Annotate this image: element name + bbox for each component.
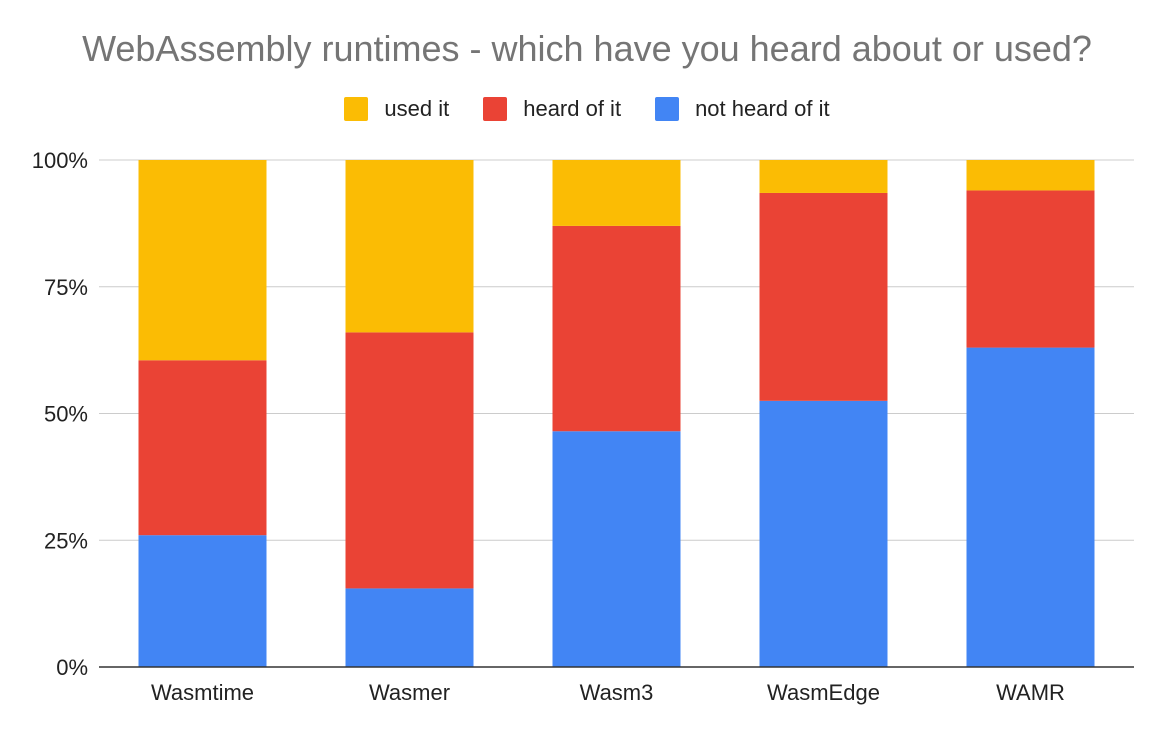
bar-wasmer-used-it	[345, 160, 474, 333]
bar-wasmer-not-heard-of-it	[345, 588, 474, 667]
bar-wasmtime-not-heard-of-it	[138, 535, 267, 667]
y-tick-label: 75%	[44, 275, 88, 300]
bar-wasmedge-not-heard-of-it	[759, 400, 888, 667]
legend-item-heard-of-it: heard of it	[483, 96, 621, 122]
bar-wamr-not-heard-of-it	[966, 347, 1095, 667]
legend-item-used-it: used it	[344, 96, 449, 122]
legend-swatch	[344, 97, 369, 121]
chart-title: WebAssembly runtimes - which have you he…	[82, 28, 1092, 69]
bar-wamr-heard-of-it	[966, 190, 1095, 348]
legend-label: heard of it	[523, 96, 622, 121]
x-tick-label: WasmEdge	[767, 680, 880, 705]
x-tick-label: Wasmtime	[151, 680, 254, 705]
y-tick-label: 50%	[44, 402, 88, 427]
legend-item-not-heard-of-it: not heard of it	[655, 96, 830, 122]
bar-wasmtime-used-it	[138, 160, 267, 361]
bar-wasmedge-used-it	[759, 160, 888, 193]
legend-label: not heard of it	[695, 96, 830, 121]
y-tick-label: 100%	[32, 148, 88, 173]
legend-swatch	[655, 97, 680, 121]
bar-wamr-used-it	[966, 160, 1095, 191]
legend-label: used it	[384, 96, 450, 121]
bar-wasmer-heard-of-it	[345, 332, 474, 589]
bar-wasm3-used-it	[552, 160, 681, 226]
x-tick-label: WAMR	[996, 680, 1065, 705]
bar-wasm3-not-heard-of-it	[552, 431, 681, 667]
bar-wasmtime-heard-of-it	[138, 360, 267, 536]
legend: used it heard of it not heard of it	[0, 96, 1174, 122]
y-tick-label: 25%	[44, 528, 88, 553]
x-tick-label: Wasmer	[369, 680, 450, 705]
x-tick-label: Wasm3	[580, 680, 654, 705]
legend-swatch	[483, 97, 508, 121]
bar-wasmedge-heard-of-it	[759, 192, 888, 401]
bar-wasm3-heard-of-it	[552, 225, 681, 432]
y-tick-label: 0%	[56, 655, 88, 680]
